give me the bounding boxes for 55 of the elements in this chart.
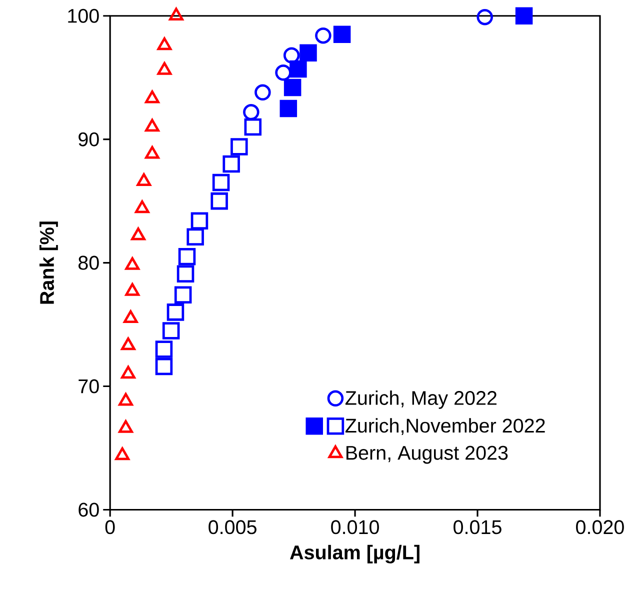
point — [280, 100, 298, 118]
point — [136, 173, 152, 186]
y-tick-label: 70 — [78, 379, 99, 394]
point — [283, 47, 300, 64]
point — [131, 228, 146, 240]
x-tick-label: 0.010 — [331, 520, 379, 534]
point — [230, 138, 248, 156]
point — [210, 192, 228, 210]
point — [115, 447, 130, 460]
point — [254, 84, 271, 101]
point — [125, 283, 140, 296]
legend-label: Zurich,November 2022 — [345, 418, 545, 436]
point — [166, 304, 184, 321]
point — [174, 286, 192, 304]
y-tick-label: 90 — [78, 132, 99, 146]
point — [145, 118, 160, 132]
y-tick-label: 80 — [78, 256, 99, 270]
x-tick-label: 0.015 — [454, 520, 502, 534]
x-tick-label: 0.005 — [208, 520, 256, 534]
point — [123, 310, 138, 324]
x-tick-label: 0.020 — [576, 520, 624, 534]
point — [290, 60, 307, 78]
point — [190, 212, 208, 230]
legend-label: Zurich, May 2022 — [345, 390, 496, 409]
point — [125, 257, 140, 270]
point — [176, 265, 194, 283]
point — [121, 337, 136, 350]
x-axis-title: Asulam [µg/L] — [290, 544, 420, 564]
point — [300, 44, 317, 62]
point — [222, 155, 240, 173]
point — [121, 366, 136, 379]
point — [155, 340, 173, 358]
point — [118, 420, 133, 433]
y-axis-title: Rank [%] — [39, 222, 58, 304]
point — [186, 228, 204, 246]
point — [476, 9, 493, 26]
legend-label: Bern, August 2023 — [346, 446, 508, 464]
point — [134, 200, 150, 214]
point — [145, 146, 160, 159]
point — [315, 28, 332, 44]
y-tick-label: 100 — [68, 8, 99, 23]
point — [162, 322, 180, 340]
point — [275, 64, 292, 81]
point — [155, 358, 173, 376]
point — [244, 118, 262, 136]
y-tick-label: 60 — [78, 502, 99, 517]
point — [284, 78, 302, 96]
point — [118, 392, 133, 406]
point — [243, 104, 260, 120]
point — [515, 7, 533, 25]
point — [333, 26, 351, 44]
point — [178, 248, 196, 266]
point — [212, 174, 230, 192]
x-tick-label: 0 — [105, 520, 115, 534]
point — [145, 90, 160, 104]
